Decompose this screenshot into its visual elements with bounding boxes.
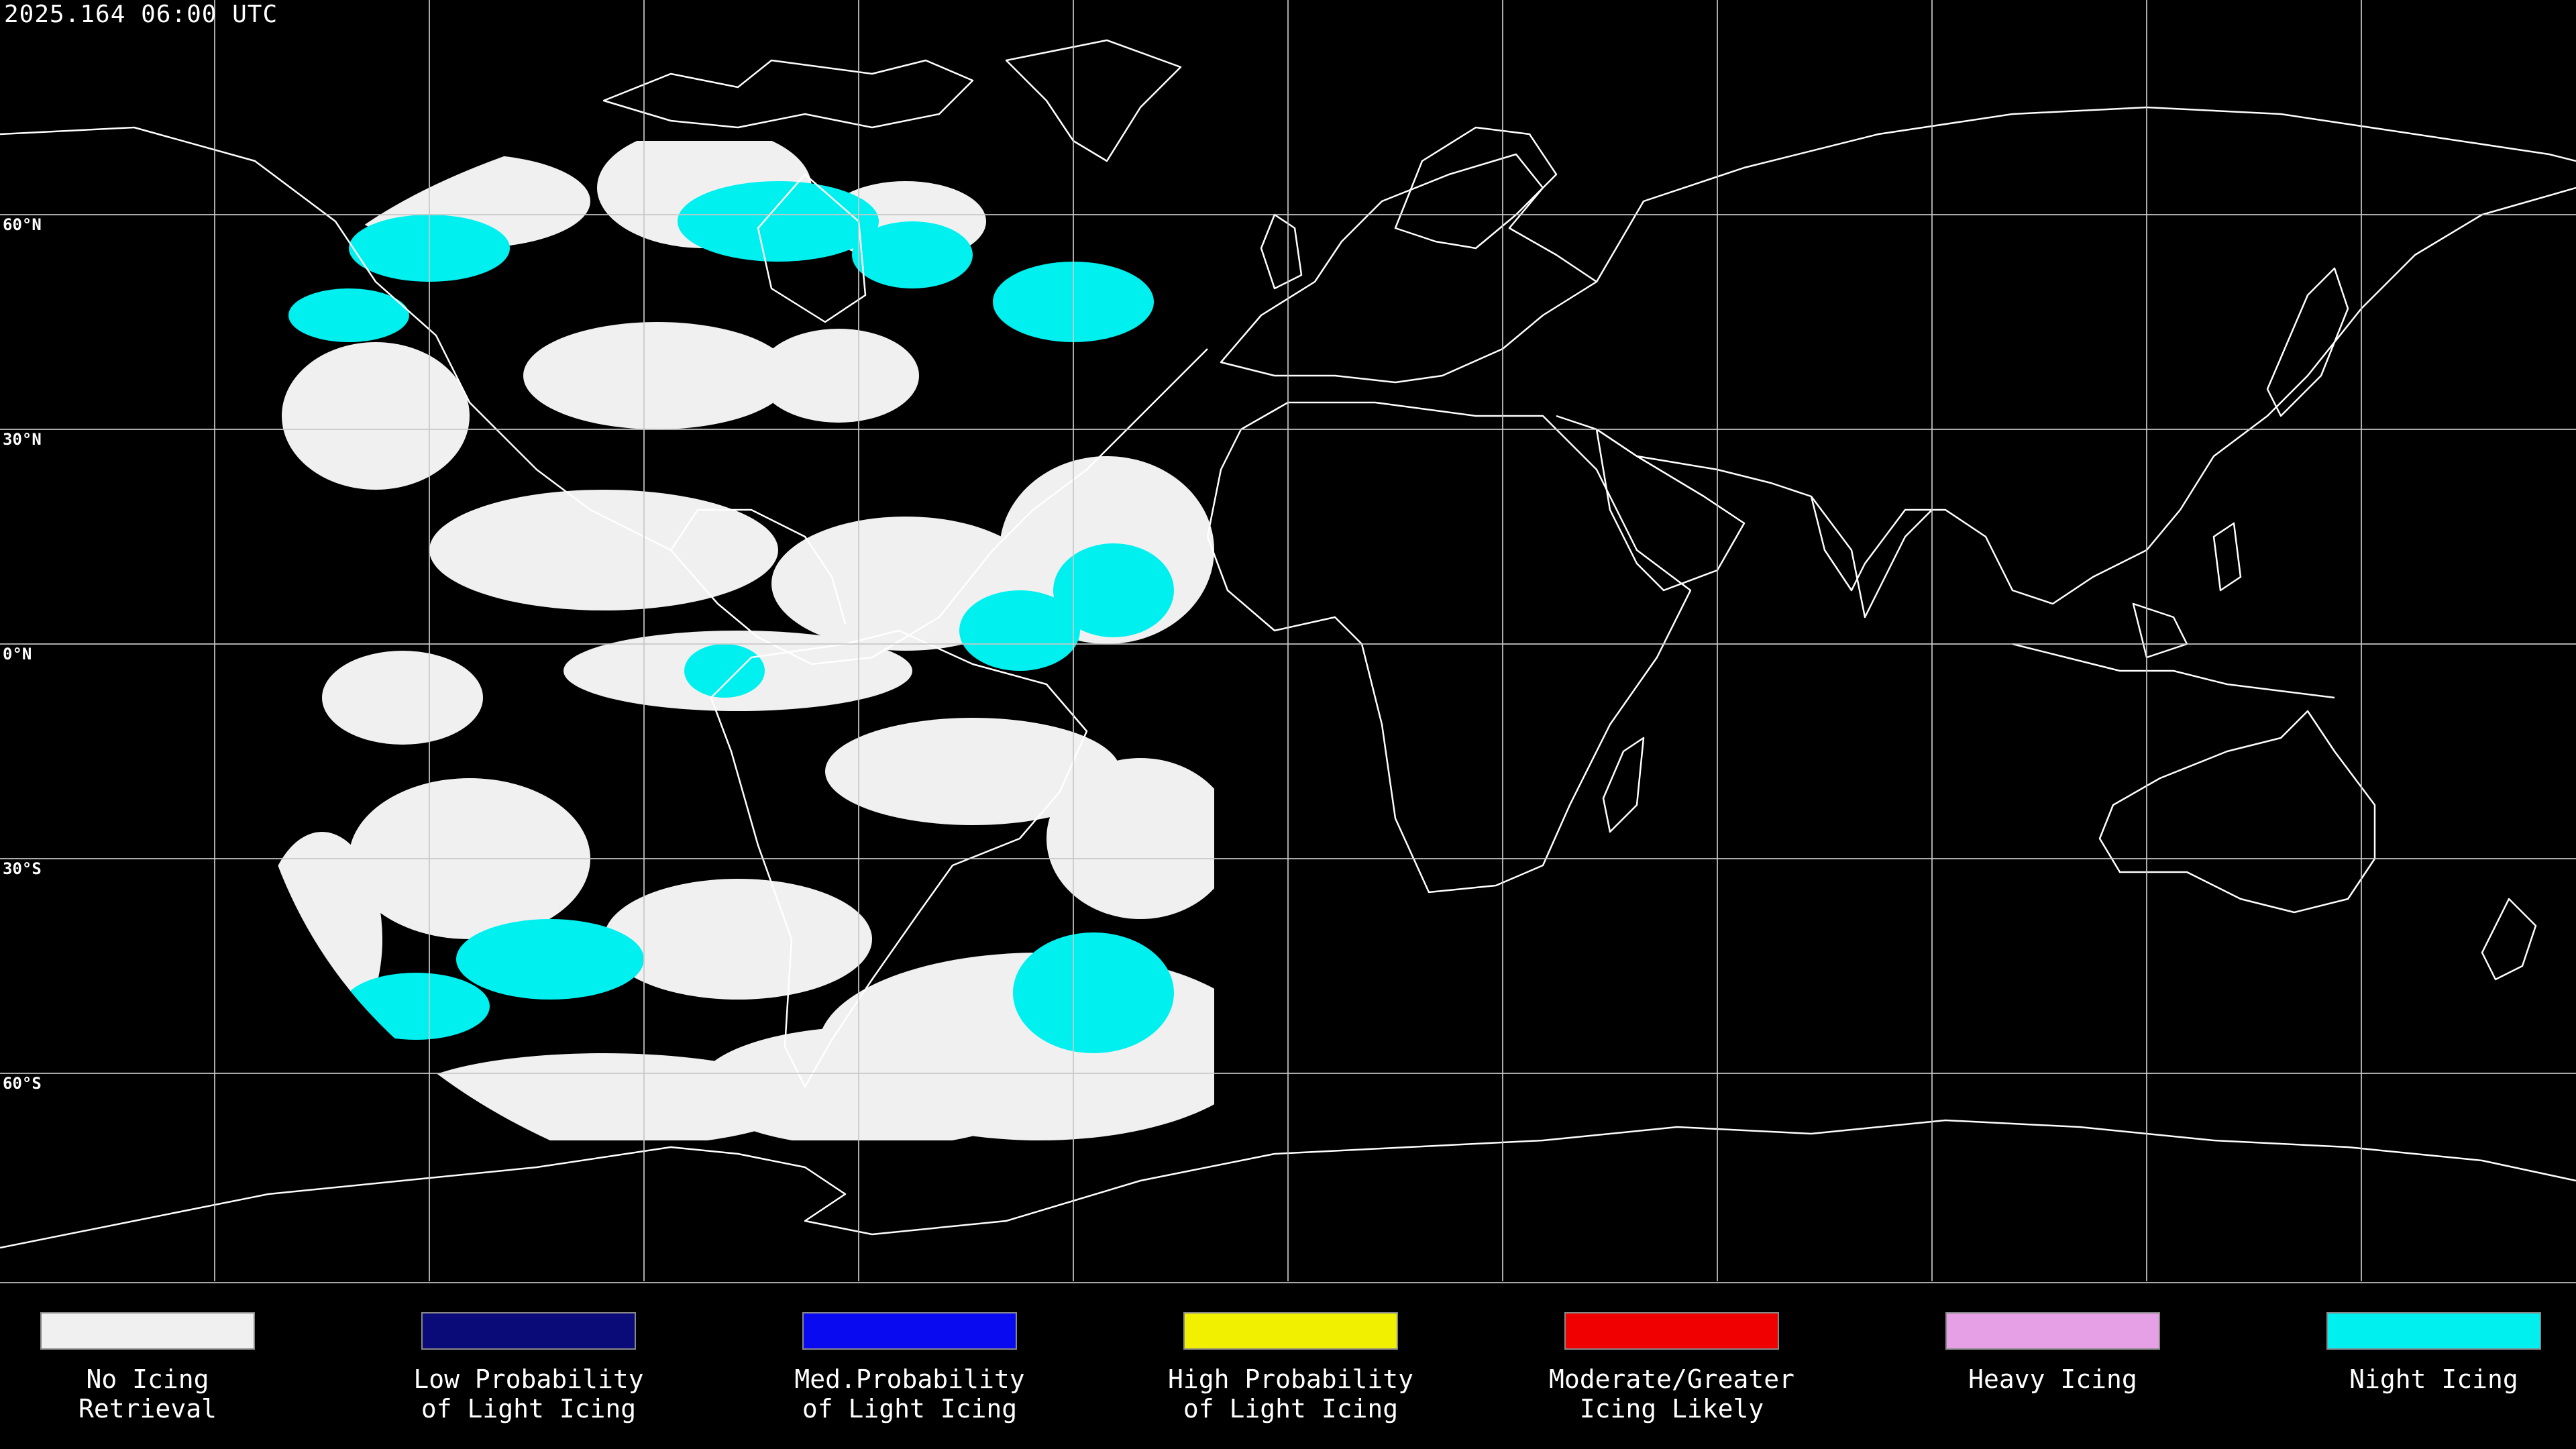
- new-zealand-coast: [2481, 898, 2537, 981]
- legend-item-low-probability: Low Probability of Light Icing: [381, 1312, 676, 1424]
- cloud-area: [429, 490, 778, 610]
- africa-coast: [1206, 401, 1692, 894]
- legend-swatch-no-icing: [40, 1312, 255, 1350]
- timestamp: 2025.164 06:00 UTC: [4, 1, 278, 28]
- legend-swatch-moderate-greater: [1564, 1312, 1779, 1350]
- night-icing-area: [852, 221, 973, 288]
- cloud-area: [604, 879, 872, 1000]
- legend-item-med-probability: Med.Probability of Light Icing: [762, 1312, 1057, 1424]
- legend-label-no-icing: No Icing Retrieval: [78, 1364, 217, 1424]
- lat-lon-grid: [0, 0, 2576, 1283]
- cloud-area: [322, 651, 483, 745]
- cloud-area: [523, 322, 792, 429]
- legend-label-heavy-icing: Heavy Icing: [1968, 1364, 2137, 1394]
- europe-coast: [1220, 153, 1598, 384]
- night-icing-area: [678, 181, 879, 262]
- night-icing-area: [1013, 932, 1174, 1053]
- cloud-area: [1046, 758, 1214, 919]
- arctic-islands: [602, 59, 974, 129]
- legend-swatch-med-probability: [802, 1312, 1017, 1350]
- night-icing-area: [1053, 543, 1174, 637]
- night-icing-area: [959, 590, 1080, 671]
- legend: No Icing Retrieval Low Probability of Li…: [0, 1288, 2576, 1449]
- legend-item-moderate-greater: Moderate/Greater Icing Likely: [1524, 1312, 1819, 1424]
- lat-label-30s: 30°S: [3, 859, 42, 878]
- madagascar-coast: [1602, 737, 1645, 833]
- scandinavia-coast: [1394, 126, 1558, 250]
- india-coast: [1811, 496, 1933, 619]
- legend-item-no-icing: No Icing Retrieval: [0, 1312, 295, 1424]
- cloud-area: [825, 718, 1120, 825]
- legend-item-high-probability: High Probability of Light Icing: [1143, 1312, 1438, 1424]
- night-icing-area: [684, 644, 765, 698]
- night-icing-area: [342, 973, 490, 1040]
- legend-label-moderate-greater: Moderate/Greater Icing Likely: [1548, 1364, 1795, 1424]
- night-icing-areas: [288, 181, 1174, 1053]
- north-america-coast: [0, 126, 1208, 665]
- legend-label-med-probability: Med.Probability of Light Icing: [794, 1364, 1025, 1424]
- legend-swatch-heavy-icing: [1945, 1312, 2160, 1350]
- night-icing-area: [288, 288, 409, 342]
- lat-label-30n: 30°N: [3, 430, 42, 449]
- japan-coast: [2266, 267, 2349, 417]
- legend-swatch-high-probability: [1183, 1312, 1398, 1350]
- cloud-area: [282, 342, 470, 490]
- legend-swatch-low-probability: [421, 1312, 636, 1350]
- lat-label-0n: 0°N: [3, 645, 32, 663]
- greenland-coast: [1005, 39, 1182, 162]
- legend-item-night-icing: Night Icing: [2286, 1312, 2576, 1394]
- legend-label-high-probability: High Probability of Light Icing: [1167, 1364, 1414, 1424]
- lat-label-60n: 60°N: [3, 215, 42, 234]
- gulf-of-mexico-coast: [669, 508, 847, 625]
- legend-label-night-icing: Night Icing: [2349, 1364, 2518, 1394]
- icing-map: [0, 0, 2576, 1283]
- legend-label-low-probability: Low Probability of Light Icing: [413, 1364, 644, 1424]
- legend-swatch-night-icing: [2326, 1312, 2541, 1350]
- south-america-coast: [710, 629, 1088, 1088]
- night-icing-area: [456, 919, 644, 1000]
- cloud-area: [758, 329, 919, 423]
- legend-item-heavy-icing: Heavy Icing: [1905, 1312, 2200, 1394]
- uk-coast: [1260, 213, 1303, 290]
- lat-label-60s: 60°S: [3, 1074, 42, 1093]
